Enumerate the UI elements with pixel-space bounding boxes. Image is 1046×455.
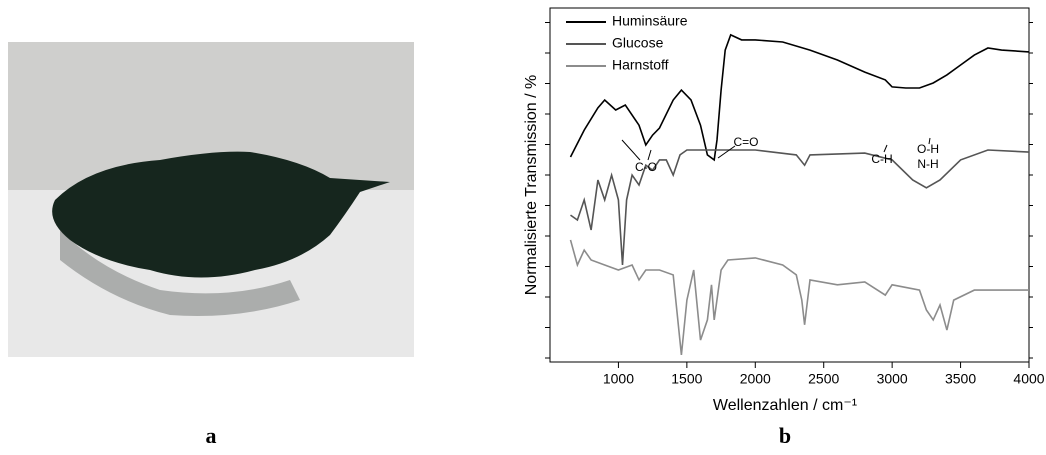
series-line [570,149,1030,266]
annotation: C=O [733,135,758,149]
x-tick-label: 2500 [808,371,839,387]
x-tick-label: 1500 [671,371,702,387]
annotation: O-H [917,142,939,156]
x-tick-label: 4000 [1013,371,1044,387]
annotation: C-H [871,152,892,166]
annotation-leader [647,149,652,161]
panel-label: a [206,423,217,448]
x-tick-label: 2000 [740,371,771,387]
y-axis-label: Normalisierte Transmission / % [523,75,540,296]
x-axis-label: Wellenzahlen / cm⁻¹ [713,397,857,414]
photo [8,42,414,357]
legend-label: Glucose [612,35,664,51]
x-tick-label: 3500 [945,371,976,387]
series-line [569,239,1029,355]
annotation-leader [883,144,888,153]
annotation: N-H [917,157,938,171]
annotation-leader [717,145,736,159]
x-tick-label: 1000 [603,371,634,387]
series-line [569,33,1030,162]
annotation: C-O [635,160,657,174]
x-tick-label: 3000 [877,371,908,387]
plot-frame [549,7,1030,363]
legend-label: Harnstoff [612,57,669,73]
legend-label: Huminsäure [612,13,688,29]
panel-label: b [779,423,791,448]
annotation-leader [928,137,931,145]
annotation-leader [621,139,641,161]
